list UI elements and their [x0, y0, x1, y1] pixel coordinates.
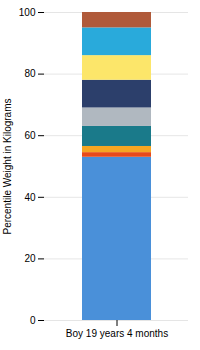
svg-text:40: 40	[24, 192, 36, 203]
svg-text:0: 0	[30, 315, 36, 326]
svg-text:80: 80	[24, 68, 36, 79]
svg-text:Boy 19 years 4 months: Boy 19 years 4 months	[66, 328, 168, 339]
svg-text:100: 100	[19, 7, 36, 18]
svg-text:60: 60	[24, 130, 36, 141]
svg-text:Percentile Weight in Kilograms: Percentile Weight in Kilograms	[2, 99, 13, 235]
svg-text:20: 20	[24, 253, 36, 264]
